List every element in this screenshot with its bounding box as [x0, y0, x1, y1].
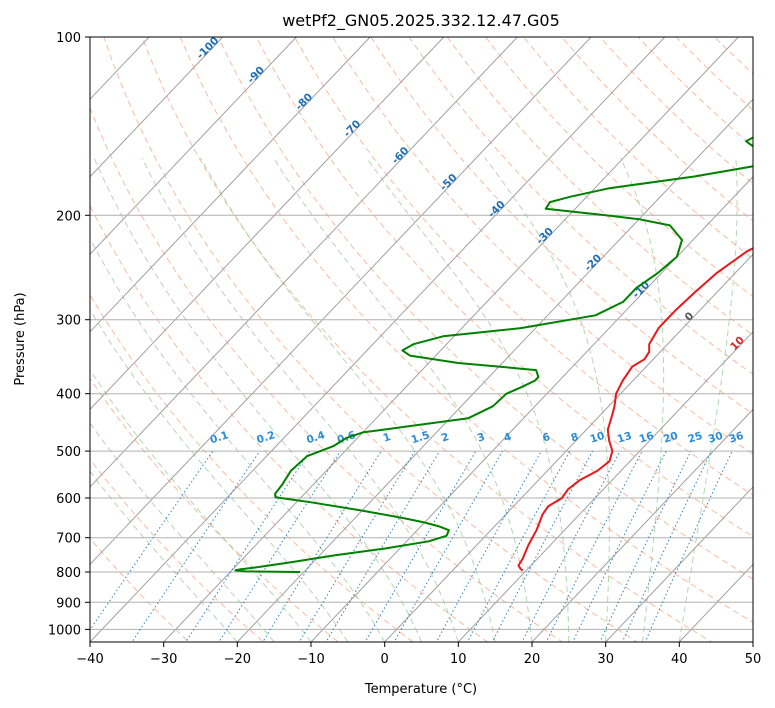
x-tick-label: 0	[381, 652, 389, 667]
y-tick-label: 200	[56, 209, 81, 224]
mixing-ratio-line	[185, 450, 311, 642]
mixing-ratio-lines	[90, 450, 733, 642]
y-axis: 100 200 300 400 500 600 700 800 900 1000	[48, 31, 90, 638]
dry-adiabat	[90, 106, 564, 642]
x-tick-label: 10	[450, 652, 467, 667]
dry-adiabat	[90, 293, 414, 642]
mixing-ratio-label: 1	[382, 431, 393, 445]
mixing-ratio-line	[131, 450, 261, 642]
profiles	[234, 136, 753, 573]
mixing-ratio-line	[364, 450, 477, 642]
dry-adiabat	[179, 37, 753, 623]
mixing-ratio-label: 0.2	[255, 429, 276, 446]
isotherm	[90, 37, 592, 566]
x-tick-label: −10	[297, 652, 324, 667]
x-tick-label: −20	[224, 652, 251, 667]
y-tick-label: 700	[56, 532, 81, 547]
dry-adiabat	[294, 37, 753, 496]
isotherms	[90, 37, 753, 642]
dry-adiabat	[523, 37, 753, 260]
mixing-ratio-line	[218, 450, 341, 642]
mixing-ratio-line	[621, 450, 712, 642]
dry-adiabat	[370, 37, 753, 415]
x-axis-title: Temperature (°C)	[364, 682, 477, 697]
dry-adiabat	[408, 37, 753, 375]
y-tick-label: 800	[56, 566, 81, 581]
mixing-ratio-line	[90, 450, 214, 631]
moist-adiabat	[619, 157, 665, 642]
moist-adiabat	[273, 157, 533, 642]
y-tick-label: 300	[56, 314, 81, 329]
isotherm	[90, 37, 224, 178]
temperature-profile	[517, 247, 753, 572]
isotherm	[90, 37, 445, 411]
mixing-ratio-label: 10	[589, 430, 607, 446]
isotherm	[90, 37, 371, 333]
x-tick-label: −40	[76, 652, 103, 667]
mixing-ratio-label: 30	[707, 430, 725, 446]
y-tick-label: 400	[56, 388, 81, 403]
dry-adiabats	[90, 37, 753, 642]
mixing-ratio-label: 1.5	[410, 429, 431, 446]
plot-frame	[89, 36, 754, 643]
mixing-ratio-label: 0.1	[209, 429, 230, 446]
dewpoint-profile	[234, 136, 753, 573]
isotherm	[90, 37, 297, 256]
y-tick-label: 500	[56, 445, 81, 460]
mixing-ratio-line	[599, 450, 692, 642]
mixing-ratio-label: 36	[728, 430, 746, 446]
y-tick-label: 100	[56, 31, 81, 46]
dry-adiabat	[332, 37, 753, 455]
isotherm	[605, 486, 753, 642]
isotherm	[457, 331, 753, 642]
mixing-ratio-label: 4	[502, 431, 513, 445]
dry-adiabat	[446, 37, 753, 336]
mixing-ratio-label: 16	[638, 430, 656, 446]
x-tick-label: 50	[745, 652, 762, 667]
y-tick-label: 1000	[48, 623, 81, 638]
y-tick-label: 900	[56, 596, 81, 611]
x-tick-label: 40	[671, 652, 688, 667]
x-tick-label: −30	[150, 652, 177, 667]
mixing-ratio-line	[572, 450, 667, 642]
dry-adiabat	[141, 37, 713, 642]
mixing-ratio-line	[435, 450, 542, 642]
isotherm	[90, 37, 666, 642]
y-tick-label: 600	[56, 492, 81, 507]
mixing-ratio-label: 20	[662, 430, 680, 446]
dry-adiabat	[90, 537, 190, 642]
moist-adiabat	[484, 157, 610, 642]
x-tick-label: 30	[597, 652, 614, 667]
dry-adiabat	[217, 37, 753, 580]
isotherm	[531, 408, 753, 642]
x-axis: −40 −30 −20 −10 0 10 20 30 40 50	[76, 642, 761, 667]
mixing-ratio-labels: 0.1 0.2 0.4 0.6 1 1.5 2 3 4 6 8 10 13 16 20 25 30 36	[209, 429, 746, 446]
mixing-ratio-line	[393, 450, 503, 642]
dry-adiabat	[484, 37, 753, 298]
mixing-ratio-label: 2	[440, 431, 451, 445]
mixing-ratio-label: 3	[476, 431, 487, 445]
mixing-ratio-label: 8	[569, 431, 580, 445]
mixing-ratio-label: 6	[541, 431, 552, 445]
mixing-ratio-label: 13	[616, 430, 634, 446]
mixing-ratio-label: 0.4	[305, 429, 326, 446]
dry-adiabat	[90, 204, 489, 642]
x-tick-label: 20	[524, 652, 541, 667]
moist-adiabat	[90, 308, 349, 642]
isotherm	[163, 37, 739, 642]
mixing-ratio-line	[298, 450, 416, 642]
isotherm	[90, 37, 518, 488]
mixing-ratio-line	[644, 450, 733, 642]
mixing-ratio-label: 25	[686, 430, 704, 446]
dry-adiabat	[103, 37, 638, 642]
moist-adiabat	[678, 157, 738, 642]
isotherm	[384, 253, 753, 642]
chart-title: wetPf2_GN05.2025.332.12.47.G05	[282, 11, 560, 31]
mixing-ratio-line	[545, 450, 643, 642]
y-axis-title: Pressure (hPa)	[13, 292, 28, 385]
isotherm	[310, 176, 753, 642]
isotherm	[236, 98, 753, 642]
mixing-ratio-line	[325, 450, 441, 642]
